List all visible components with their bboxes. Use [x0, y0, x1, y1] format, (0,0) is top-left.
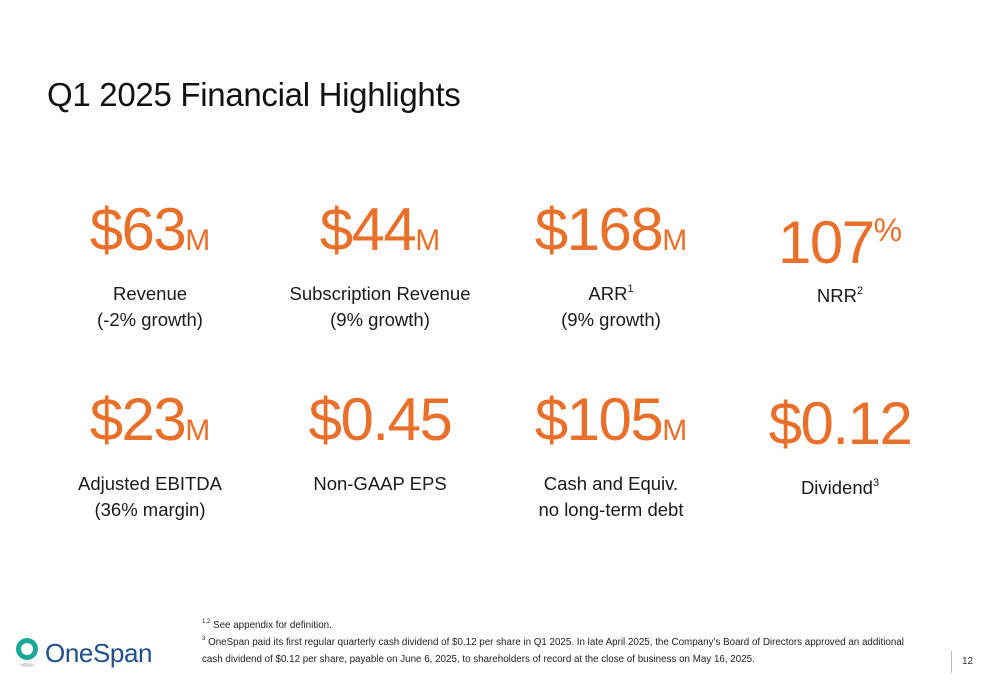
onespan-logo-icon — [16, 638, 38, 667]
metric-value: $0.45 — [308, 386, 453, 453]
onespan-logo: OneSpan — [14, 636, 152, 670]
metric-label: Adjusted EBITDA (36% margin) — [78, 473, 222, 520]
metric-label: NRR2 — [816, 285, 864, 306]
metric-cash: $105M Cash and Equiv. no long-term debt — [491, 388, 731, 523]
footnote: 3 OneSpan paid its first regular quarter… — [202, 636, 904, 665]
metric-label: Subscription Revenue (9% growth) — [289, 283, 471, 330]
metric-label: ARR1 (9% growth) — [561, 283, 661, 330]
metric-unit: M — [662, 414, 688, 447]
metric-unit: M — [185, 224, 211, 257]
metric-unit: % — [873, 212, 903, 248]
metric-arr: $168M ARR1 (9% growth) — [491, 198, 731, 333]
metric-revenue: $63M Revenue (-2% growth) — [30, 198, 270, 333]
metric-label: Cash and Equiv. no long-term debt — [538, 473, 684, 520]
footnote: 1,2 See appendix for definition. — [202, 619, 332, 631]
metric-dividend: $0.12 Dividend3 — [720, 392, 960, 501]
metric-value: $44M — [319, 196, 441, 263]
metric-adjusted-ebitda: $23M Adjusted EBITDA (36% margin) — [30, 388, 270, 523]
footer-divider — [951, 651, 952, 673]
metric-label: Non-GAAP EPS — [313, 473, 447, 494]
page-title: Q1 2025 Financial Highlights — [47, 76, 461, 113]
metric-subscription-revenue: $44M Subscription Revenue (9% growth) — [260, 198, 500, 333]
metric-value: $105M — [534, 386, 688, 453]
metric-non-gaap-eps: $0.45 Non-GAAP EPS — [260, 388, 500, 497]
metric-unit: M — [415, 224, 441, 257]
page-number: 12 — [962, 656, 974, 667]
metric-unit: M — [185, 414, 211, 447]
metric-nrr: 107% NRR2 — [720, 198, 960, 309]
metric-value: $168M — [534, 196, 688, 263]
footnotes: 1,2 See appendix for definition. 3 OneSp… — [202, 617, 922, 668]
metric-label: Dividend3 — [800, 477, 880, 498]
metric-value: $63M — [89, 196, 211, 263]
metric-unit: M — [662, 224, 688, 257]
metric-value: $0.12 — [768, 390, 913, 457]
metric-label: Revenue (-2% growth) — [97, 283, 203, 330]
metric-value: 107% — [777, 209, 903, 276]
logo-text: OneSpan — [45, 637, 153, 668]
metric-value: $23M — [89, 386, 211, 453]
